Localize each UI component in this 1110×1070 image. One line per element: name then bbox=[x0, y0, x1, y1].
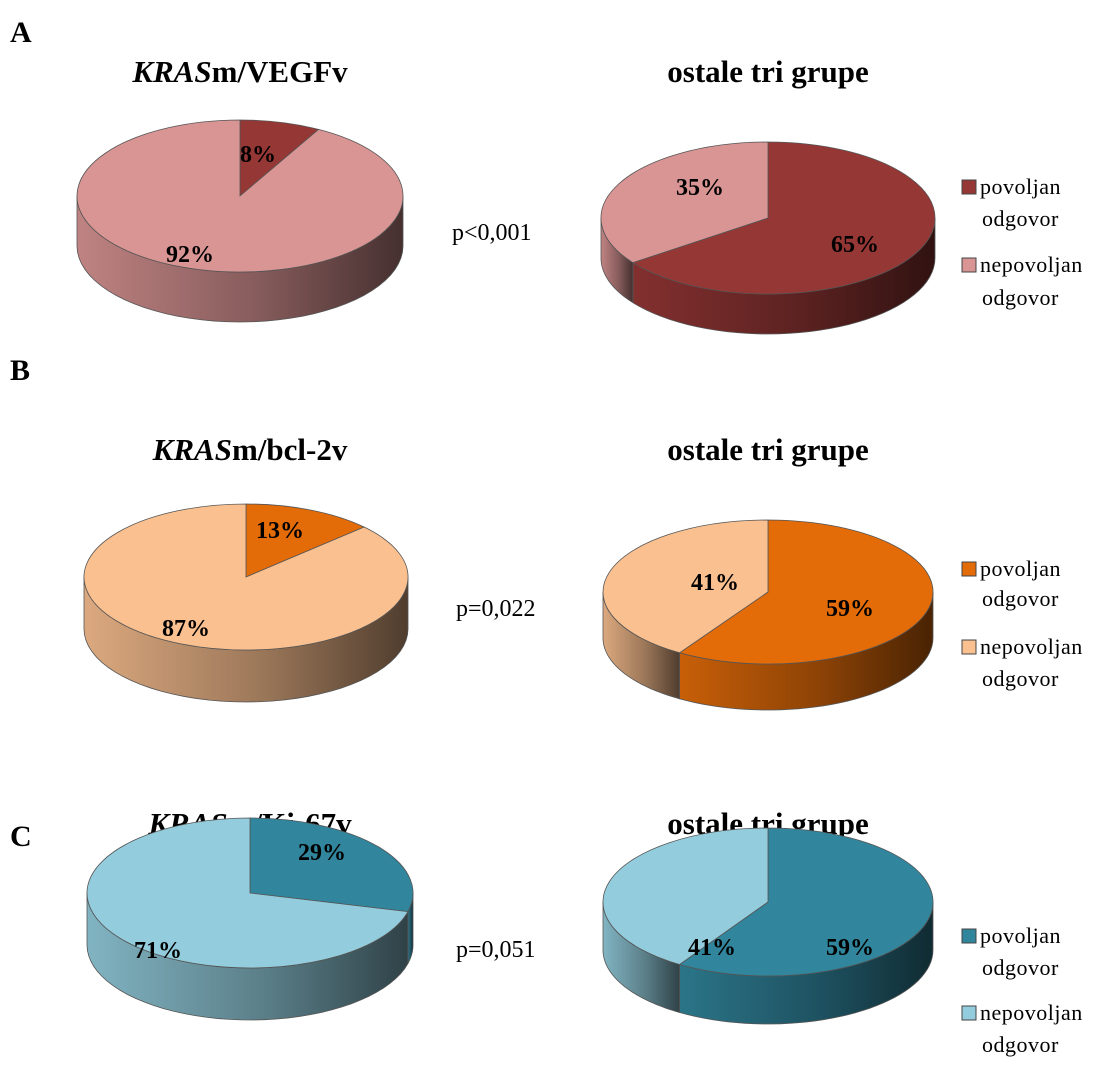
pie-slice bbox=[245, 503, 366, 578]
legend-label: povoljan bbox=[980, 174, 1061, 199]
pie-slice bbox=[602, 519, 769, 654]
slice-label: 59% bbox=[826, 935, 874, 961]
pie-slice bbox=[678, 519, 934, 665]
panel-letter-a: A bbox=[10, 16, 32, 49]
slice-label: 71% bbox=[134, 938, 182, 964]
pie-slice bbox=[678, 827, 934, 977]
legend-label: nepovoljan bbox=[980, 1000, 1083, 1025]
pie-slice bbox=[86, 817, 409, 969]
pie-chart: ostale tri grupe 59% 41% bbox=[602, 432, 934, 711]
panel-letter-b: B bbox=[10, 354, 30, 387]
legend-label: nepovoljan bbox=[980, 252, 1083, 277]
chart-title: KRASm/bcl-2v bbox=[152, 432, 348, 467]
slice-label: 87% bbox=[162, 616, 210, 642]
pie-chart: KRASm/Ki-67v29%71% bbox=[86, 806, 414, 1021]
legend-label: nepovoljan bbox=[980, 634, 1083, 659]
slice-label: 92% bbox=[166, 242, 214, 268]
p-value-c: p=0,051 bbox=[456, 937, 536, 963]
pie-chart: KRASm/VEGFv 8% 92% bbox=[76, 54, 404, 323]
slice-label: 59% bbox=[826, 596, 874, 622]
p-value-a: p<0,001 bbox=[452, 220, 532, 246]
pie-slice bbox=[83, 503, 409, 651]
legend-swatch-unfavorable bbox=[961, 1005, 977, 1021]
pie-slice bbox=[76, 119, 404, 273]
legend-label: odgovor bbox=[982, 955, 1059, 980]
legend-swatch-favorable bbox=[961, 561, 977, 577]
pie-slice bbox=[602, 827, 769, 965]
chart-title: ostale tri grupe bbox=[667, 54, 868, 89]
legend-label: odgovor bbox=[982, 206, 1059, 231]
slice-label: 41% bbox=[691, 570, 739, 596]
legend-swatch-favorable bbox=[961, 928, 977, 944]
legend-label: odgovor bbox=[982, 586, 1059, 611]
legend-label: povoljan bbox=[980, 556, 1061, 581]
legend-swatch-unfavorable bbox=[961, 257, 977, 273]
legend-c: povoljan odgovor nepovoljan odgovor bbox=[961, 923, 1083, 1057]
p-value-b: p=0,022 bbox=[456, 596, 536, 622]
legend-label: povoljan bbox=[980, 923, 1061, 948]
legend-a: povoljan odgovor nepovoljan odgovor bbox=[961, 174, 1083, 310]
legend-swatch-unfavorable bbox=[961, 639, 977, 655]
chart-title: KRASm/VEGFv bbox=[131, 54, 348, 89]
panel-letter-c: C bbox=[10, 820, 32, 853]
pie-slice bbox=[249, 817, 414, 913]
pie-slice bbox=[631, 141, 936, 295]
legend-label: odgovor bbox=[982, 285, 1059, 310]
pie-slice bbox=[600, 141, 769, 264]
slice-label: 8% bbox=[240, 142, 276, 168]
slice-label: 41% bbox=[688, 935, 736, 961]
slice-label: 29% bbox=[298, 840, 346, 866]
slice-label: 35% bbox=[676, 175, 724, 201]
legend-label: odgovor bbox=[982, 1032, 1059, 1057]
pie-chart: ostale tri grupe 65% 35% bbox=[600, 54, 936, 335]
chart-title: ostale tri grupe bbox=[667, 432, 868, 467]
slice-label: 13% bbox=[256, 518, 304, 544]
legend-swatch-favorable bbox=[961, 179, 977, 195]
pie-chart: KRASm/bcl-2v 13% 87% bbox=[83, 432, 409, 703]
legend-b: povoljan odgovor nepovoljan odgovor bbox=[961, 556, 1083, 691]
legend-label: odgovor bbox=[982, 666, 1059, 691]
slice-label: 65% bbox=[831, 232, 879, 258]
pie-charts: KRASm/VEGFv 8% 92% ostale tri grupe 65% 35% KR… bbox=[76, 54, 936, 1025]
